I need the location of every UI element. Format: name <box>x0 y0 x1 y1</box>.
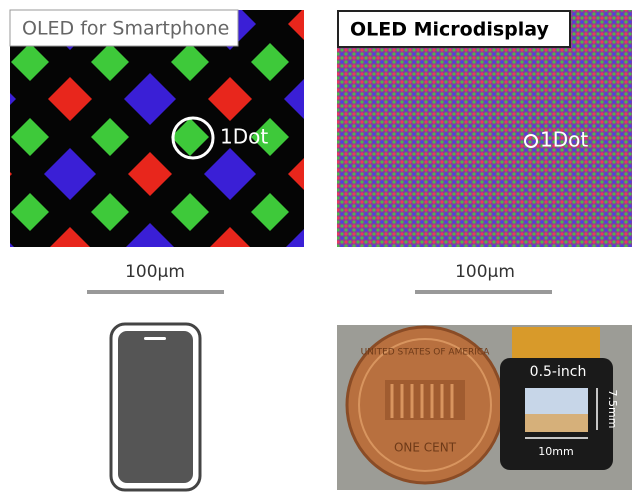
dot-label: 1Dot <box>540 128 588 152</box>
size-label: 0.5-inch <box>530 364 587 380</box>
scale-label: 100μm <box>125 262 185 282</box>
panel-label: OLED for Smartphone <box>22 18 229 40</box>
pentile-image <box>10 10 304 247</box>
coin-text: UNITED STATES OF AMERICA <box>361 348 491 358</box>
penny-rim <box>358 338 492 472</box>
dot-label: 1Dot <box>220 125 268 149</box>
screen-content <box>525 414 588 432</box>
dot-circle <box>524 134 538 148</box>
coin-text: ONE CENT <box>394 441 457 455</box>
microdisplay-image <box>337 10 632 247</box>
scale-bar <box>87 290 224 294</box>
dot-circle <box>171 116 215 160</box>
phone-outline <box>109 322 202 492</box>
label-box <box>337 10 571 48</box>
label-box <box>9 9 239 47</box>
phone-speaker <box>144 337 166 340</box>
panel-label: OLED Microdisplay <box>350 19 550 41</box>
scale-label: 100μm <box>455 262 515 282</box>
flex-cable <box>512 327 600 362</box>
scale-bar <box>415 290 552 294</box>
height-label: 7.5mm <box>606 390 619 429</box>
penny-building <box>385 380 465 420</box>
width-label: 10mm <box>538 445 573 458</box>
phone-screen <box>118 331 193 483</box>
